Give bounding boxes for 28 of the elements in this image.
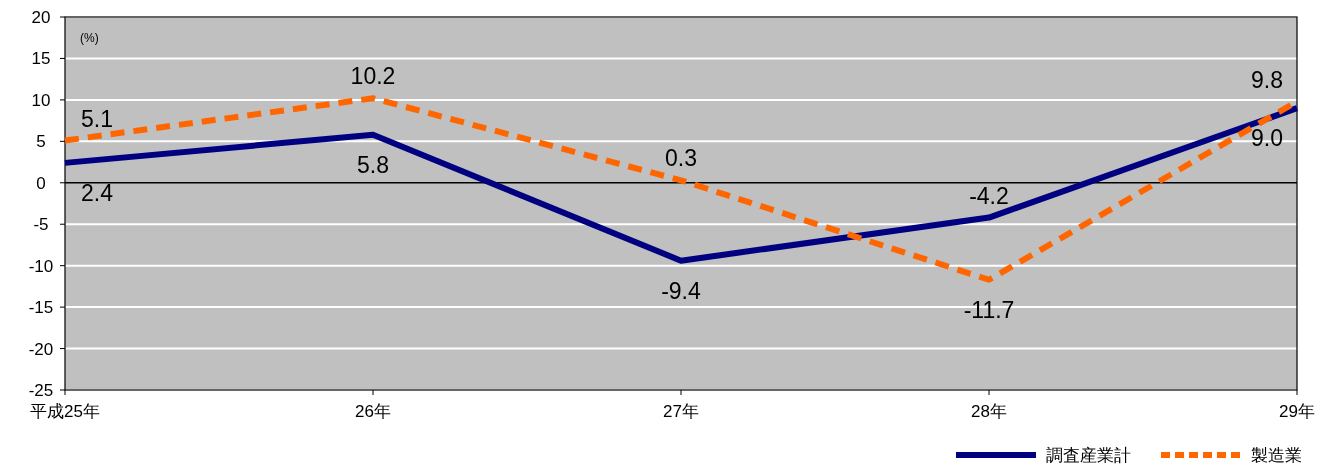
y-tick-label: -10: [28, 256, 54, 276]
x-tick-label: 29年: [1279, 402, 1315, 421]
y-tick-label: -20: [28, 339, 54, 359]
y-tick-label: 15: [31, 49, 51, 69]
x-tick-label: 平成25年: [30, 402, 100, 421]
data-label: -9.4: [661, 277, 702, 304]
annotation: (%): [80, 31, 99, 45]
x-tick-label: 27年: [663, 402, 699, 421]
data-label: -11.7: [963, 296, 1015, 323]
data-label: 0.3: [665, 145, 697, 172]
y-tick-label: 10: [31, 90, 51, 110]
y-tick-label: 0: [36, 173, 46, 193]
x-tick-label: 26年: [355, 402, 391, 421]
data-label: 9.8: [1251, 66, 1283, 93]
data-label: -4.2: [969, 182, 1009, 209]
y-tick-label: -25: [28, 381, 54, 400]
data-label: 10.2: [350, 63, 396, 90]
y-tick-label: -15: [28, 298, 54, 318]
legend-label: 製造業: [1251, 446, 1302, 465]
y-tick-label: 20: [31, 8, 51, 27]
y-tick-label: 5: [36, 132, 46, 152]
data-label: 9.0: [1251, 125, 1283, 152]
data-label: 5.8: [357, 151, 389, 178]
legend-label: 調査産業計: [1046, 446, 1131, 465]
x-tick-label: 28年: [971, 402, 1007, 421]
data-label: 2.4: [81, 179, 114, 206]
data-label: 5.1: [81, 105, 113, 132]
y-tick-label: -5: [33, 215, 49, 235]
